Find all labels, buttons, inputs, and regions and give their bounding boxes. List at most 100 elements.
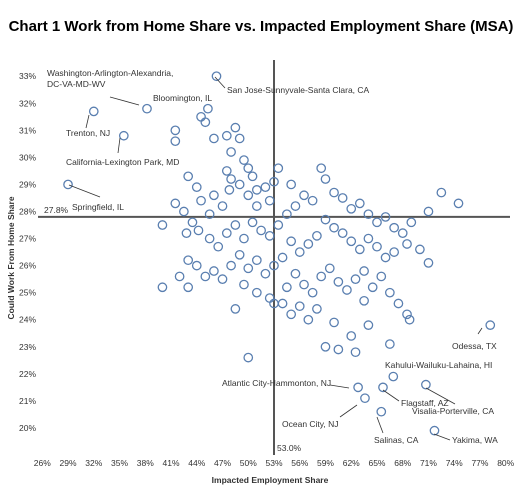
data-point: [251, 255, 262, 266]
data-point: [353, 382, 363, 393]
data-point: [183, 171, 194, 182]
data-point: [211, 71, 222, 82]
data-point: [179, 206, 189, 217]
point-label: Flagstaff, AZ: [401, 398, 449, 408]
data-point: [251, 201, 262, 211]
x-tick-label: 65%: [368, 458, 385, 468]
data-point: [239, 279, 249, 290]
leader-line: [117, 137, 121, 154]
data-point: [187, 217, 198, 228]
chart-title: Chart 1 Work from Home Share vs. Impacte…: [9, 18, 514, 35]
point-label: Visalia-Porterville, CA: [412, 406, 494, 416]
data-point: [157, 220, 168, 230]
data-point: [389, 247, 399, 257]
leader-line: [477, 327, 483, 335]
y-tick-label: 26%: [19, 261, 36, 271]
data-point: [359, 295, 369, 306]
x-tick-label: 59%: [317, 458, 334, 468]
y-tick-label: 30%: [19, 152, 36, 162]
point-label: Kahului-Wailuku-Lahaina, HI: [385, 360, 492, 370]
x-tick-label: 47%: [214, 458, 231, 468]
point-label: Atlantic City-Hammonton, NJ: [222, 378, 331, 388]
data-point: [200, 271, 211, 282]
data-point: [181, 228, 192, 239]
data-point: [286, 236, 297, 247]
leader-line: [329, 384, 350, 389]
data-point: [286, 309, 297, 320]
data-point: [372, 217, 382, 228]
data-point: [226, 147, 236, 157]
data-point: [333, 344, 344, 355]
x-tick-label: 62%: [343, 458, 360, 468]
data-point: [389, 222, 399, 233]
data-point: [290, 268, 301, 279]
data-point: [273, 163, 284, 174]
x-tick-label: 53%: [265, 458, 282, 468]
data-point: [294, 247, 305, 257]
leader-line: [339, 404, 358, 418]
data-point: [346, 236, 357, 247]
x-tick-label: 44%: [188, 458, 205, 468]
data-point: [406, 217, 417, 228]
leader-line: [376, 416, 384, 434]
data-point: [191, 260, 202, 271]
data-point: [316, 163, 327, 174]
data-point: [378, 382, 388, 393]
data-point: [385, 287, 395, 298]
data-point: [269, 260, 279, 271]
data-point: [260, 182, 271, 193]
y-tick-label: 20%: [19, 423, 36, 433]
x-tick-label: 71%: [420, 458, 437, 468]
data-point: [247, 217, 258, 228]
data-point: [209, 190, 219, 201]
data-point: [200, 117, 211, 128]
data-point: [256, 225, 266, 236]
y-tick-label: 23%: [19, 342, 36, 352]
x-axis-title: Impacted Employment Share: [212, 475, 329, 485]
data-point: [243, 190, 254, 201]
data-point: [264, 231, 275, 241]
data-point: [282, 282, 292, 293]
y-tick-label: 33%: [19, 71, 36, 81]
data-point: [226, 260, 236, 271]
point-label: Trenton, NJ: [66, 128, 110, 138]
y-tick-label: 25%: [19, 288, 36, 298]
data-point: [217, 274, 228, 284]
data-point: [243, 352, 254, 363]
data-point: [453, 198, 464, 209]
data-point: [269, 176, 279, 187]
leader-line: [382, 389, 400, 402]
data-point: [320, 341, 331, 352]
data-point: [329, 317, 339, 328]
data-point: [402, 239, 412, 249]
data-point: [209, 133, 219, 144]
y-axis-title: Could Work From Home Share: [6, 196, 16, 319]
data-point: [350, 274, 361, 284]
data-point: [402, 309, 412, 320]
x-tick-label: 38%: [137, 458, 154, 468]
data-point: [193, 225, 204, 236]
data-point: [234, 249, 245, 260]
data-point: [277, 252, 288, 263]
point-label: San Jose-Sunnyvale-Santa Clara, CA: [227, 85, 370, 95]
data-point: [221, 228, 232, 239]
data-point: [359, 266, 369, 276]
data-point: [63, 179, 73, 190]
x-tick-label: 35%: [111, 458, 128, 468]
data-point: [363, 209, 374, 220]
x-tick-label: 32%: [85, 458, 102, 468]
data-point: [404, 314, 415, 325]
point-label: Yakima, WA: [452, 435, 498, 445]
data-point: [213, 241, 224, 252]
data-point: [204, 209, 215, 220]
data-point: [307, 195, 318, 206]
x-tick-label: 29%: [60, 458, 77, 468]
data-point: [312, 304, 322, 314]
y-tick-label: 22%: [19, 369, 36, 379]
x-tick-label: 41%: [163, 458, 180, 468]
data-point: [350, 347, 361, 358]
data-point: [415, 244, 425, 255]
data-point: [329, 222, 339, 233]
data-point: [264, 293, 275, 303]
